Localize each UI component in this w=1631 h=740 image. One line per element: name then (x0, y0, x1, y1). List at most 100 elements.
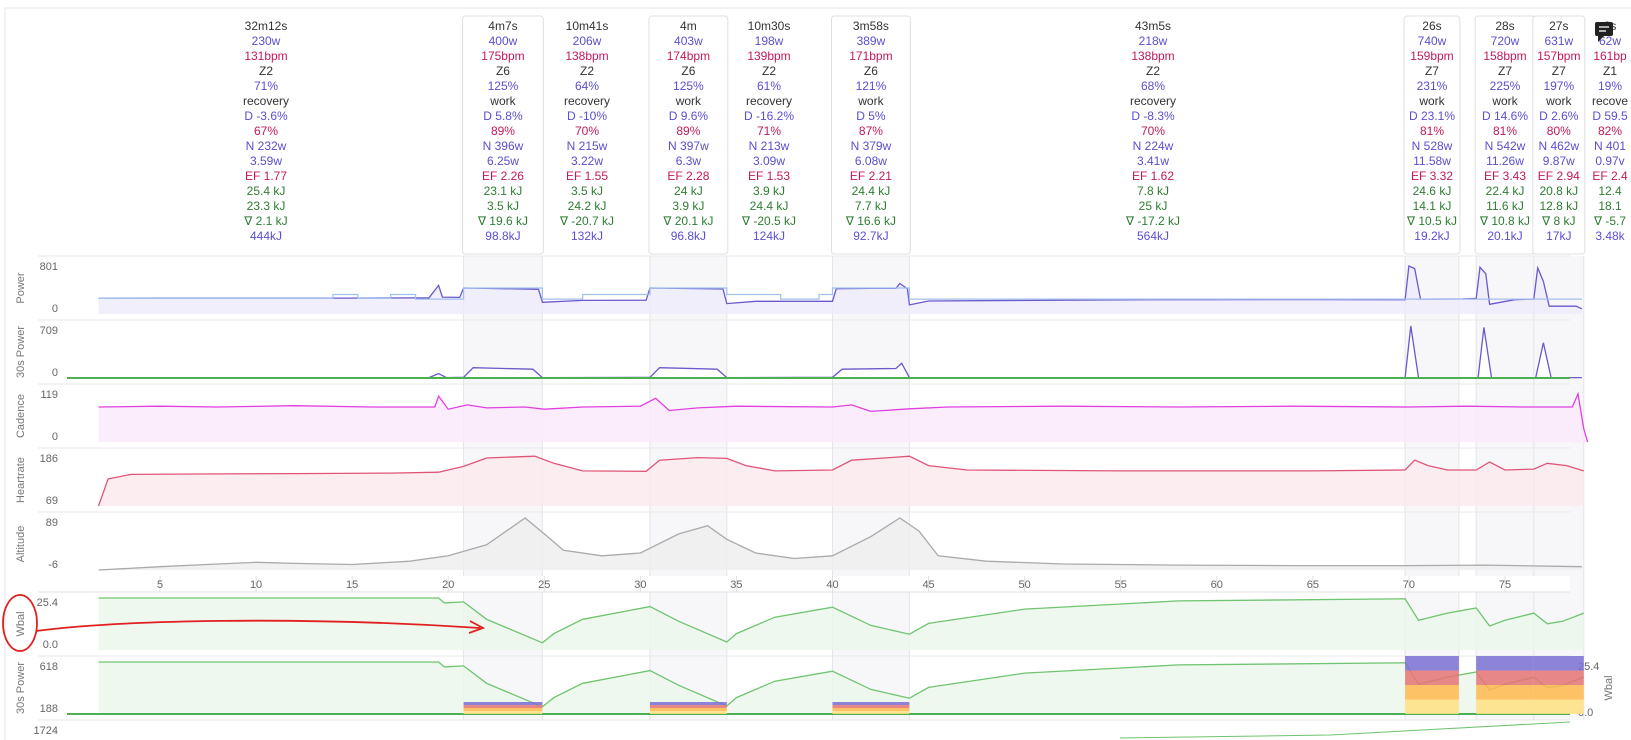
interval-10-line-4: 19% (1598, 79, 1622, 93)
panel-ymax-4: 89 (46, 517, 58, 529)
wbal-annotation (2, 594, 486, 652)
interval-5-line-9: 6.08w (855, 154, 887, 168)
power-block-5-0 (1533, 656, 1584, 671)
interval-10-line-1: 62w (1599, 34, 1621, 48)
interval-9-line-14: 17kJ (1546, 229, 1571, 243)
interval-1-line-14: 98.8kJ (485, 229, 520, 243)
interval-2-line-3: Z2 (580, 64, 594, 78)
comment-icon[interactable] (1595, 22, 1613, 42)
interval-1-line-11: 23.1 kJ (484, 184, 523, 198)
x-tick-13: 70 (1403, 579, 1415, 591)
power-block-0-0 (463, 702, 543, 705)
panel-line-5 (98, 597, 1585, 644)
interval-9-line-12: 12.8 kJ (1539, 199, 1578, 213)
interval-3-line-8: N 397w (668, 139, 709, 153)
panel-cadence-2: 119 0 Cadence (15, 383, 1589, 443)
interval-1-line-9: 6.25w (487, 154, 519, 168)
interval-6-line-5: recovery (1130, 94, 1176, 108)
panel-area-5 (98, 598, 1584, 650)
interval-4-line-2: 139bpm (747, 49, 790, 63)
interval-7-line-1: 740w (1418, 34, 1447, 48)
power-block-4-2 (1476, 685, 1534, 700)
panel-area-0 (98, 266, 1582, 314)
panel-ymin-3: 69 (46, 495, 58, 507)
interval-9-line-11: 20.8 kJ (1539, 184, 1578, 198)
panel-label-3: Heartrate (15, 457, 27, 503)
interval-10-line-7: 82% (1598, 124, 1622, 138)
power-block-2-0 (832, 702, 910, 705)
interval-7-line-8: N 528w (1412, 139, 1453, 153)
interval-0-line-4: 71% (254, 79, 278, 93)
x-tick-8: 45 (922, 579, 934, 591)
interval-4-line-4: 61% (757, 79, 781, 93)
interval-8-line-14: 20.1kJ (1487, 229, 1522, 243)
interval-2-line-7: 70% (575, 124, 599, 138)
interval-6-line-6: D -8.3% (1131, 109, 1175, 123)
interval-8-line-8: N 542w (1485, 139, 1526, 153)
power-block-2-3 (832, 711, 910, 714)
panel-ymax-6: 618 (40, 661, 58, 673)
panel-right-label-6: Wbal (1603, 675, 1615, 700)
interval-2-line-0: 10m41s (566, 19, 609, 33)
interval-5-line-5: work (857, 94, 884, 108)
interval-9-line-2: 157bpm (1537, 49, 1580, 63)
x-tick-1: 10 (250, 579, 262, 591)
interval-1-line-13: ∇ 19.6 kJ (477, 214, 528, 228)
interval-2-line-8: N 215w (567, 139, 608, 153)
interval-6-line-1: 218w (1139, 34, 1168, 48)
interval-1-line-10: EF 2.26 (482, 169, 524, 183)
interval-8-line-6: D 14.6% (1482, 109, 1528, 123)
interval-8-line-13: ∇ 10.8 kJ (1479, 214, 1530, 228)
interval-card-1 (462, 15, 544, 255)
interval-3-line-10: EF 2.28 (667, 169, 709, 183)
panel-line-3 (97, 455, 1584, 507)
panel-target-0 (98, 287, 1582, 300)
power-block-3-3 (1405, 699, 1459, 714)
interval-1-line-5: work (489, 94, 516, 108)
x-tick-7: 40 (826, 579, 838, 591)
panel-line-1 (98, 325, 1582, 379)
interval-10-line-9: 0.97v (1595, 154, 1624, 168)
interval-5-line-12: 7.7 kJ (855, 199, 887, 213)
interval-10-line-10: EF 2.4 (1592, 169, 1628, 183)
interval-7-line-10: EF 3.32 (1411, 169, 1453, 183)
interval-2-line-14: 132kJ (571, 229, 603, 243)
x-tick-11: 60 (1211, 579, 1223, 591)
power-block-3-2 (1405, 685, 1459, 700)
interval-4-line-7: 71% (757, 124, 781, 138)
interval-6-line-4: 68% (1141, 79, 1165, 93)
interval-3-line-0: 4m (680, 19, 697, 33)
interval-8-line-7: 81% (1493, 124, 1517, 138)
panel-ymin-0: 0 (52, 303, 58, 315)
interval-10-line-8: N 401 (1594, 139, 1626, 153)
interval-0-line-6: D -3.6% (244, 109, 288, 123)
interval-card-7 (1403, 15, 1461, 255)
interval-8-line-2: 158bpm (1483, 49, 1526, 63)
x-tick-5: 30 (634, 579, 646, 591)
interval-2-line-2: 138bpm (565, 49, 608, 63)
interval-1-line-6: D 5.8% (483, 109, 523, 123)
interval-1-line-2: 175bpm (481, 49, 524, 63)
interval-8-line-10: EF 3.43 (1484, 169, 1526, 183)
x-tick-0: 5 (157, 579, 163, 591)
interval-2-line-5: recovery (564, 94, 610, 108)
interval-4-line-8: N 213w (749, 139, 790, 153)
x-tick-10: 55 (1115, 579, 1127, 591)
interval-4-line-1: 198w (755, 34, 784, 48)
interval-4-line-11: 3.9 kJ (753, 184, 785, 198)
power-block-4-0 (1476, 656, 1534, 671)
interval-5-line-1: 389w (857, 34, 886, 48)
panel-line-7 (1119, 721, 1571, 739)
power-block-2-2 (832, 708, 910, 711)
annotation-arrow-head (468, 620, 486, 634)
panel-ymin-5: 0.0 (43, 639, 58, 651)
interval-3-line-12: 3.9 kJ (672, 199, 704, 213)
panel-area-3 (98, 456, 1584, 506)
interval-0-line-14: 444kJ (250, 229, 282, 243)
interval-9-line-5: work (1545, 94, 1572, 108)
interval-5-line-7: 87% (859, 124, 883, 138)
interval-10-line-14: 3.48k (1595, 229, 1625, 243)
interval-6-line-0: 43m5s (1135, 19, 1171, 33)
chart-panels: 801 0 Power 709 0 30s Power 119 0 Cadence 186 69 He… (15, 255, 1615, 739)
interval-6-line-9: 3.41w (1137, 154, 1169, 168)
